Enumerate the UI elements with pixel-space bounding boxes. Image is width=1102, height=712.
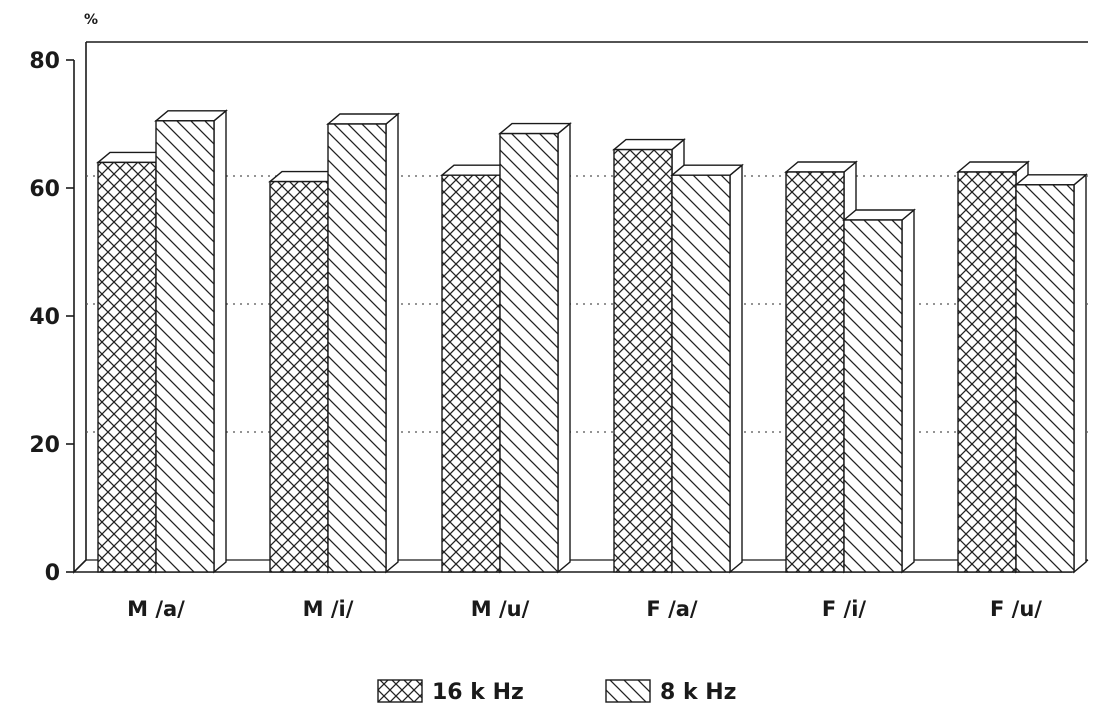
bar-top [784,161,858,173]
gridlines [86,175,1088,433]
y-tick-label: 20 [29,433,60,458]
bar [326,112,400,574]
bar-top [154,110,228,122]
bar [154,109,228,574]
legend-label: 16 k Hz [432,680,524,705]
y-axis: 0 20 40 60 80 [29,49,74,586]
x-axis: M /a/M /i/M /u/F /a/F /i/F /u/ [127,597,1042,621]
bar [670,163,744,574]
y-tick-label: 0 [45,561,60,586]
bar-front [613,148,673,573]
bar-front [327,123,387,573]
bar-side [901,208,915,574]
bar-side [729,163,743,574]
bar [842,208,916,574]
bar [498,122,572,574]
x-tick-label: M /u/ [471,597,530,621]
bar-top [842,209,916,221]
bar-front [1015,184,1075,573]
legend-swatch [377,679,423,703]
bar-front [97,161,157,573]
bar-front [957,171,1017,573]
bar-top [1014,174,1088,186]
y-axis-label: % [84,12,98,28]
bar-front [785,171,845,573]
legend-item: 8 k Hz [605,679,736,705]
y-tick-label: 80 [29,49,60,74]
bar [1014,173,1088,574]
bar-front [843,219,903,573]
bar-top [612,138,686,151]
bar-side [385,112,399,574]
x-tick-label: F /a/ [646,597,697,621]
bar-front [269,180,329,573]
bar-side [557,122,571,574]
bar-side [1073,173,1087,574]
bars [96,109,1088,574]
bar-top [498,122,572,135]
y-tick-label: 40 [29,305,60,330]
bar-front [499,132,559,573]
bar-top [670,164,744,176]
bar-front [155,120,215,573]
bar-top [326,113,400,125]
plot-frame [73,41,1089,574]
x-tick-label: M /a/ [127,597,185,621]
x-tick-label: F /i/ [822,597,867,621]
legend-item: 16 k Hz [377,679,524,705]
legend: 16 k Hz 8 k Hz [377,679,736,705]
bar-front [441,174,501,573]
bar-side [213,109,227,574]
x-tick-label: F /u/ [990,597,1042,621]
legend-swatch [605,679,651,703]
y-tick-label: 60 [29,177,60,202]
bar-top [956,161,1030,173]
x-tick-label: M /i/ [303,597,354,621]
bar-front [671,174,731,573]
legend-label: 8 k Hz [660,680,736,705]
